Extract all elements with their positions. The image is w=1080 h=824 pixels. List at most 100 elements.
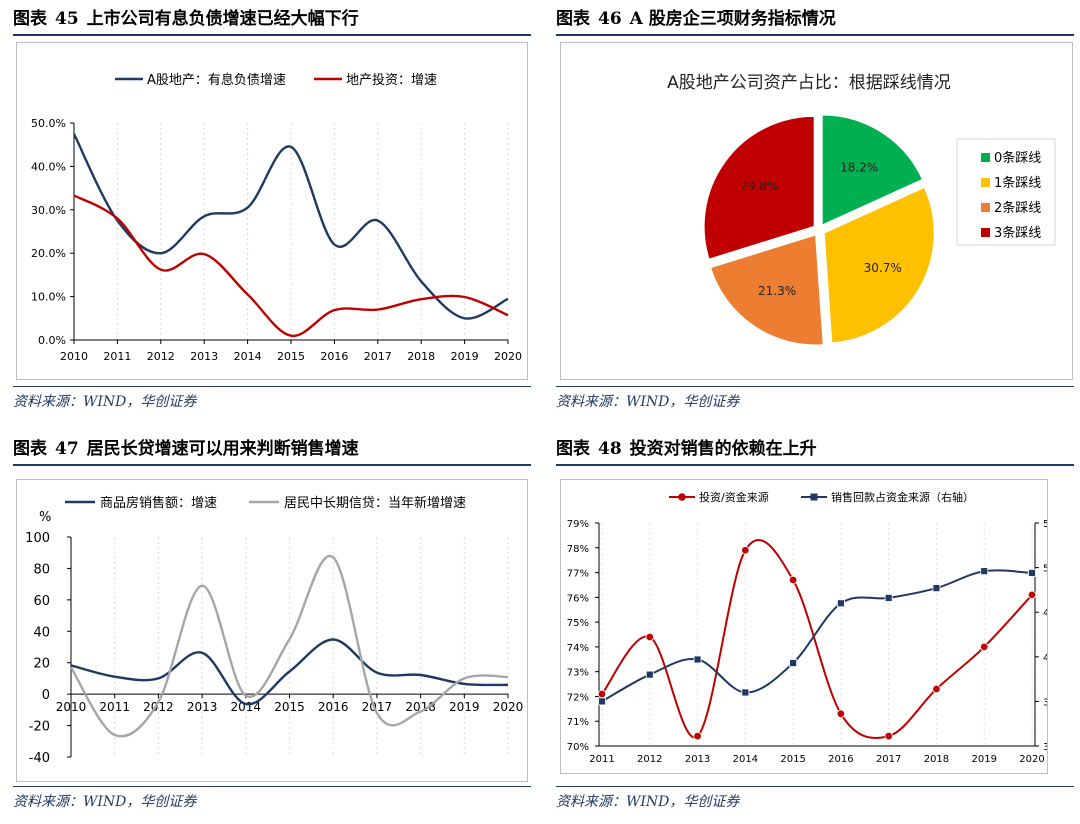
series-marker — [1027, 590, 1037, 600]
pie-slice — [823, 186, 935, 344]
x-tick-label: 2016 — [828, 754, 853, 765]
x-tick-label: 2017 — [362, 700, 393, 714]
y-left-tick-label: 79% — [567, 519, 589, 530]
y-left-tick-label: 78% — [567, 544, 589, 555]
source-note: 资料来源：WIND，华创证券 — [556, 786, 1074, 811]
x-tick-label: 2017 — [364, 350, 392, 363]
chart-48: 79% 78% 77% 76% 75% 74% 73% 72% 71% 70% 55% 50% 45% 4… — [567, 490, 1065, 765]
series-marker — [645, 632, 654, 642]
y-left-tick-label: 74% — [567, 643, 589, 654]
legend-swatch — [981, 228, 990, 237]
series-line — [70, 638, 509, 706]
legend-label: 居民中长期信贷：当年新增增速 — [284, 495, 466, 511]
x-tick-label: 2013 — [187, 700, 218, 714]
series-marker — [932, 684, 941, 694]
source-note: 资料来源：WIND，华创证券 — [13, 386, 531, 411]
chart-frame: A股地产公司资产占比：根据踩线情况 18.2% 30.7% 21.3% 29.8% 0条踩… — [560, 42, 1073, 380]
series-marker — [645, 670, 654, 679]
legend-label: 2条踩线 — [994, 200, 1041, 216]
chart-frame: % 100 80 60 40 20 0 -20 -40 2010 2011 2012 2013 2014 2… — [16, 479, 528, 782]
panel-45: 图表 45 上市公司有息负债增速已经大幅下行 50.0% 40.0% 30.0% 20.0… — [13, 6, 531, 418]
legend-marker — [678, 493, 686, 501]
series-marker — [693, 731, 702, 741]
legend-label: 销售回款占资金来源（右轴） — [831, 490, 974, 504]
y-tick-label: 40.0% — [31, 160, 66, 173]
pie-slice — [709, 234, 824, 346]
panel-title: 图表 46 A 股房企三项财务指标情况 — [556, 6, 1074, 36]
y-tick-label: 0 — [42, 688, 50, 703]
legend-label: 1条踩线 — [994, 175, 1041, 191]
legend-marker — [810, 493, 818, 501]
x-tick-label: 2011 — [103, 350, 131, 363]
chart-45: 50.0% 40.0% 30.0% 20.0% 10.0% 0.0% 2010 2011 201… — [31, 72, 522, 363]
y-tick-label: 80 — [33, 562, 50, 577]
y-right-tick-label: 55% — [1043, 519, 1047, 530]
x-tick-label: 2016 — [318, 700, 349, 714]
pie-slice — [821, 114, 924, 226]
series-marker — [597, 689, 607, 699]
y-left-tick-label: 76% — [567, 593, 589, 604]
y-left-tick-label: 72% — [567, 692, 589, 703]
x-tick-label: 2012 — [147, 350, 175, 363]
y-tick-label: 50.0% — [31, 117, 66, 130]
y-right-tick-label: 30% — [1043, 742, 1047, 753]
series-marker — [789, 659, 798, 667]
panel-title: 图表 45 上市公司有息负债增速已经大幅下行 — [13, 6, 531, 36]
series-marker — [884, 731, 893, 741]
slice-label: 30.7% — [864, 261, 902, 275]
series-marker — [836, 709, 846, 718]
legend-swatch — [981, 203, 990, 212]
y-tick-label: 20 — [33, 657, 50, 672]
series-line — [73, 194, 509, 337]
source-note: 资料来源：WIND，华创证券 — [13, 786, 531, 811]
legend-swatch — [981, 178, 990, 187]
x-tick-label: 2020 — [1019, 754, 1044, 765]
pie-slice — [703, 115, 815, 260]
x-tick-label: 2020 — [493, 700, 524, 714]
chart-title: A股地产公司资产占比：根据踩线情况 — [667, 73, 951, 93]
x-tick-label: 2010 — [56, 700, 87, 714]
series-marker — [693, 655, 702, 664]
y-tick-label: -40 — [29, 751, 50, 766]
panel-48: 图表 48 投资对销售的依赖在上升 79% 78% 77% 76% 75% 74% 73% 72%… — [556, 436, 1074, 824]
x-tick-label: 2017 — [876, 754, 901, 765]
x-tick-label: 2020 — [494, 350, 522, 363]
y-tick-label: 30.0% — [31, 204, 66, 217]
x-tick-label: 2014 — [733, 754, 758, 765]
legend-label: 投资/资金来源 — [699, 490, 769, 504]
panel-title: 图表 48 投资对销售的依赖在上升 — [556, 436, 1074, 466]
y-tick-label: 20.0% — [31, 247, 66, 260]
x-tick-label: 2015 — [274, 700, 305, 714]
legend-box — [956, 138, 1056, 246]
series-marker — [741, 546, 750, 555]
series-line — [601, 539, 1033, 740]
legend-label: 3条踩线 — [994, 225, 1041, 241]
x-tick-label: 2013 — [685, 754, 710, 765]
x-tick-label: 2019 — [449, 700, 480, 714]
source-note: 资料来源：WIND，华创证券 — [556, 386, 1074, 411]
y-left-tick-label: 73% — [567, 668, 589, 679]
x-tick-label: 2014 — [234, 350, 262, 363]
y-tick-label: 60 — [33, 594, 50, 609]
x-tick-label: 2019 — [451, 350, 479, 363]
slice-label: 29.8% — [740, 179, 778, 193]
series-line — [72, 133, 509, 320]
y-tick-label: 40 — [33, 625, 50, 640]
series-marker — [741, 688, 750, 697]
y-unit-label: % — [39, 510, 51, 525]
y-tick-label: 0.0% — [38, 334, 66, 347]
x-tick-label: 2016 — [320, 350, 348, 363]
y-right-tick-label: 50% — [1043, 564, 1047, 575]
slice-label: 18.2% — [840, 161, 878, 175]
x-tick-label: 2011 — [99, 700, 130, 714]
legend-label: 商品房销售额：增速 — [100, 495, 217, 511]
x-tick-label: 2015 — [277, 350, 305, 363]
x-tick-label: 2010 — [60, 350, 88, 363]
series-marker — [788, 575, 798, 585]
series-marker — [980, 567, 989, 576]
panel-46: 图表 46 A 股房企三项财务指标情况 A股地产公司资产占比：根据踩线情况 18.2%… — [556, 6, 1074, 418]
y-left-tick-label: 77% — [567, 569, 589, 580]
series-marker — [884, 594, 893, 602]
x-tick-label: 2011 — [589, 754, 614, 765]
